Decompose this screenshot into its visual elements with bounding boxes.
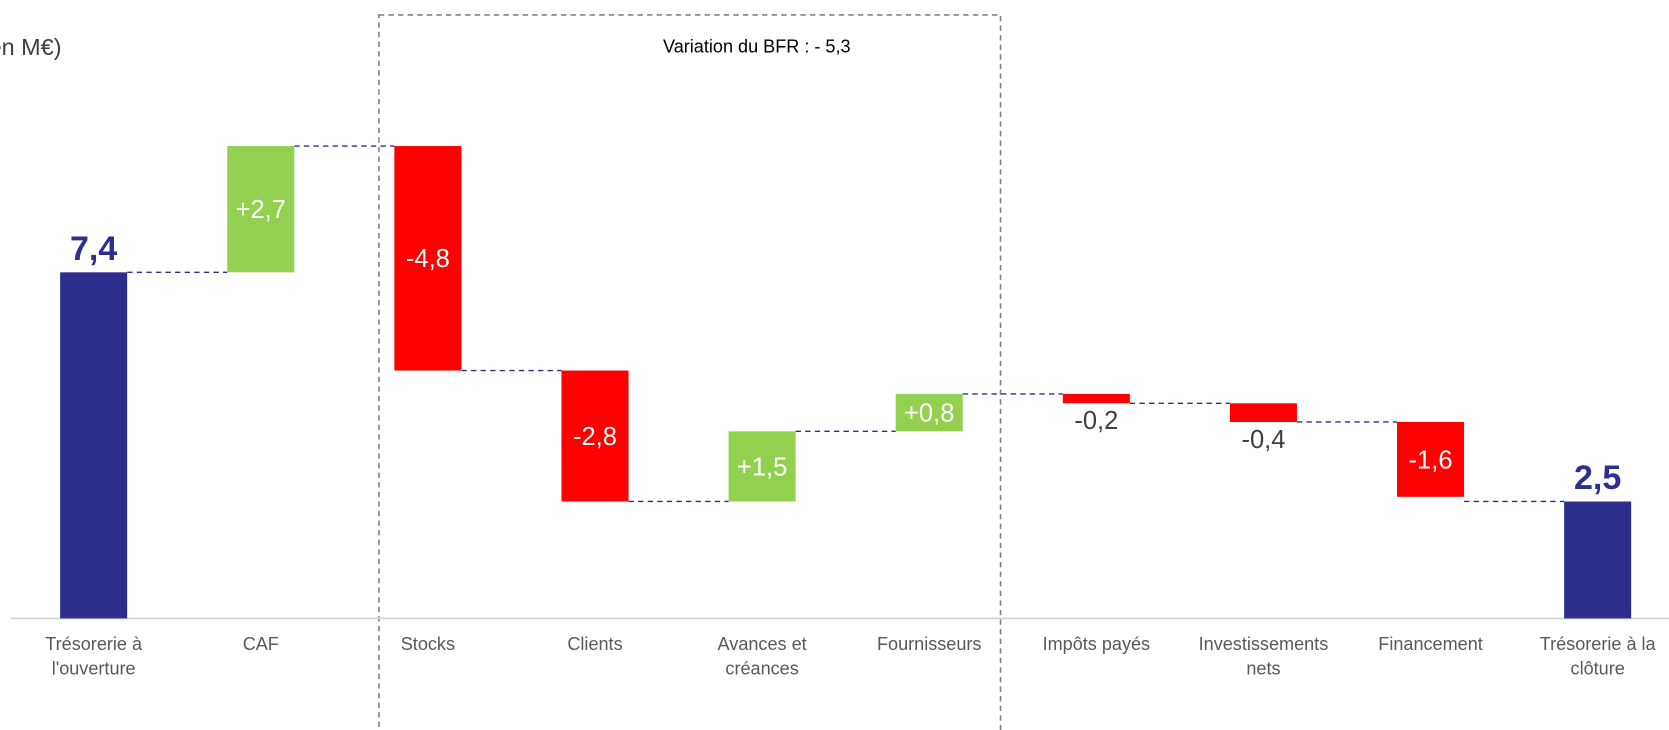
tick-line: l'ouverture [52,658,136,678]
x-tick-label: Trésorerie à la clôture [1540,634,1657,678]
tick-line: Investissements [1199,634,1329,654]
tick-line: Financement [1378,634,1483,654]
value-label: -4,8 [406,245,450,273]
bar [1564,501,1632,619]
tick-line: clôture [1571,658,1625,678]
value-label: +0,8 [904,400,954,428]
bar [1397,421,1465,497]
tick-line: Trésorerie à la [1540,634,1657,654]
tick-line: Fournisseurs [877,634,981,654]
value-label: -1,6 [1409,446,1453,474]
value-label: +2,7 [236,196,286,224]
value-label: 7,4 [70,230,117,268]
x-tick-label: Fournisseurs [877,634,981,654]
x-tick-label: Impôts payés [1043,634,1151,654]
x-tick-label: Avances et créances [718,634,807,678]
tick-line: CAF [243,634,279,654]
value-label: -0,2 [1074,407,1118,435]
annotation: Variation du BFR : - 5,3 [663,37,851,57]
bar [227,146,295,273]
bar [728,431,796,502]
plot: (en M€) Variation du BFR : - 5,3 7,4 Trés… [0,14,1669,730]
value-label: -2,8 [573,423,617,451]
bar [561,370,629,502]
tick-line: Trésorerie à [45,634,143,654]
tick-line: nets [1246,658,1280,678]
bar [1229,403,1297,422]
x-tick-label: Stocks [401,634,455,654]
bar [394,146,462,371]
chart-title: (en M€) [0,34,61,60]
tick-line: créances [725,658,798,678]
x-tick-label: Investissements nets [1199,634,1329,678]
value-label: -0,4 [1241,426,1285,454]
tick-line: Clients [567,634,622,654]
x-tick-label: Trésorerie à l'ouverture [45,634,143,678]
bar [60,272,128,619]
bar [895,393,963,432]
x-tick-label: CAF [243,634,279,654]
value-label: +1,5 [737,453,787,481]
tick-line: Impôts payés [1043,634,1151,654]
value-label: 2,5 [1574,459,1621,497]
x-tick-label: Financement [1378,634,1483,654]
bar [1062,393,1130,404]
tick-line: Avances et [718,634,807,654]
bfr-box [378,14,1002,730]
x-tick-label: Clients [567,634,622,654]
tick-line: Stocks [401,634,455,654]
